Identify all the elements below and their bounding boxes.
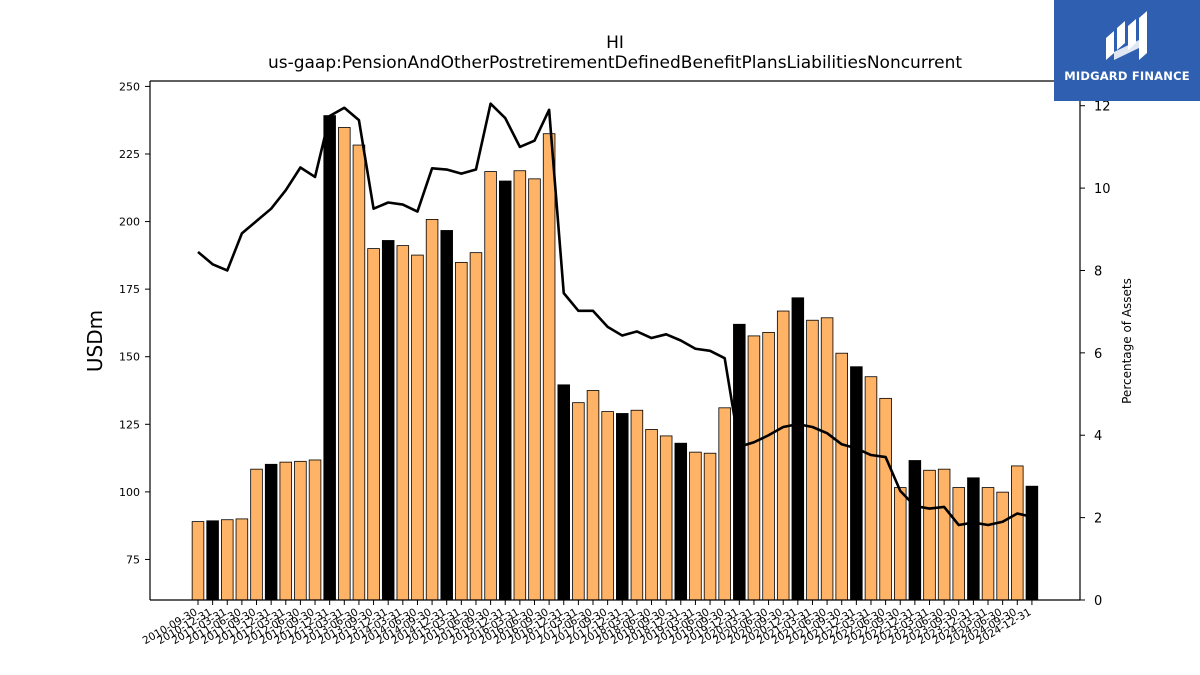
bar — [820, 317, 834, 601]
bar — [338, 127, 351, 601]
y-tick-label: 200 — [119, 216, 140, 229]
bar — [893, 487, 907, 601]
bar — [455, 261, 468, 601]
bar — [674, 442, 688, 601]
bar — [952, 487, 966, 601]
y2-tick-label: 8 — [1094, 264, 1102, 279]
bar — [923, 469, 936, 601]
axes: 751001251501752002252500246810122010-09-… — [119, 80, 1111, 647]
bar — [206, 520, 219, 601]
bar — [469, 252, 483, 601]
bar — [381, 240, 395, 601]
bar — [703, 452, 717, 601]
chart-title: HI — [606, 33, 624, 53]
y-tick-label: 150 — [119, 351, 140, 364]
bar — [630, 409, 644, 601]
bar — [352, 144, 366, 601]
bar — [1025, 485, 1039, 601]
bar — [323, 115, 336, 601]
y2-tick-label: 4 — [1094, 429, 1102, 444]
bar — [279, 461, 293, 601]
y-tick-label: 125 — [119, 418, 140, 431]
y2-tick-label: 2 — [1094, 512, 1102, 527]
bar — [981, 487, 995, 601]
bar — [806, 319, 819, 601]
bar — [747, 335, 761, 601]
bar — [879, 397, 892, 601]
bar — [557, 384, 571, 601]
y-tick-label: 225 — [119, 148, 140, 161]
bar — [513, 170, 527, 601]
bar — [572, 402, 585, 601]
bar — [440, 230, 453, 601]
bar — [308, 459, 322, 601]
bar — [425, 218, 439, 601]
bar — [367, 248, 380, 601]
logo-text: MIDGARD FINANCE — [1064, 69, 1190, 83]
bar — [191, 521, 205, 601]
bar — [645, 429, 658, 601]
bar — [659, 435, 673, 601]
y2-tick-label: 10 — [1094, 182, 1111, 197]
y-tick-label: 100 — [119, 486, 140, 499]
bar — [967, 477, 980, 601]
bar — [791, 297, 805, 601]
y-tick-label: 75 — [126, 553, 140, 566]
bar — [718, 407, 731, 601]
bar — [733, 323, 746, 601]
bar — [250, 468, 263, 601]
bar — [689, 451, 702, 601]
y-axis-label: USDm — [83, 310, 107, 372]
bar — [484, 171, 497, 601]
bar — [498, 180, 512, 601]
logo-mark-icon — [1106, 11, 1147, 60]
y-tick-label: 250 — [119, 80, 140, 93]
y2-tick-label: 12 — [1094, 100, 1111, 115]
bar — [411, 254, 424, 601]
bar — [850, 366, 863, 601]
y2-tick-label: 6 — [1094, 347, 1102, 362]
line-series — [197, 102, 1033, 527]
chart-subtitle: us-gaap:PensionAndOtherPostretirementDef… — [268, 53, 962, 73]
y-tick-label: 175 — [119, 283, 140, 296]
bar — [542, 133, 556, 601]
bar — [937, 468, 951, 601]
bar — [835, 352, 848, 601]
bar — [264, 463, 278, 601]
brand-logo: MIDGARD FINANCE — [1054, 0, 1200, 101]
bar — [776, 310, 790, 601]
y2-tick-label: 0 — [1094, 594, 1102, 609]
bar — [996, 491, 1009, 601]
bar — [221, 519, 234, 601]
bar — [1011, 465, 1024, 601]
bar — [235, 518, 249, 601]
bar — [586, 390, 600, 601]
bar — [864, 376, 878, 601]
bar — [762, 331, 775, 601]
bar — [396, 245, 410, 601]
bar — [601, 411, 614, 601]
bar — [528, 178, 541, 601]
bar-series — [191, 115, 1039, 601]
bar — [616, 413, 629, 601]
bar — [908, 460, 922, 601]
line-path — [197, 102, 1033, 527]
y2-axis-label: Percentage of Assets — [1120, 278, 1134, 404]
bar — [294, 460, 307, 601]
